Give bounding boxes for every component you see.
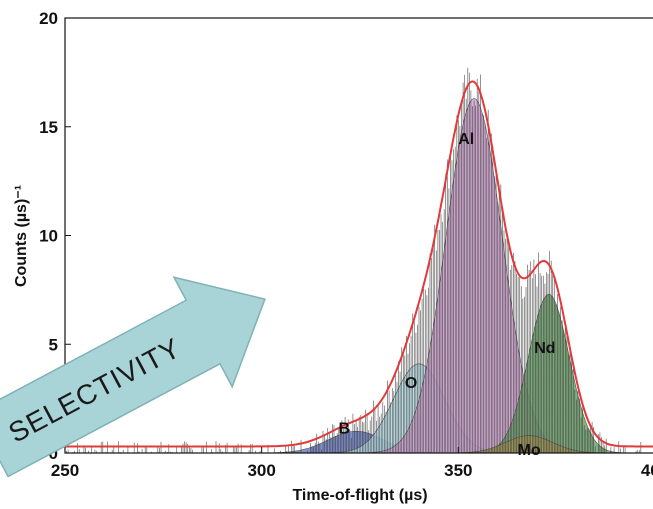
x-tick-label: 250	[51, 461, 79, 480]
selectivity-arrow-shape	[0, 276, 266, 478]
peak-label-o: O	[405, 375, 417, 392]
y-tick-label: 15	[39, 118, 58, 137]
raw-data-bars	[66, 67, 642, 453]
y-tick-label: 0	[49, 444, 58, 463]
peak-label-al: Al	[458, 131, 474, 148]
peak-label-b: B	[338, 420, 350, 437]
raw-data-series	[66, 67, 642, 453]
y-tick-label: 10	[39, 227, 58, 246]
x-tick-label: 300	[247, 461, 275, 480]
fit-curve	[65, 80, 653, 448]
axis-ticks	[64, 17, 459, 454]
y-tick-label: 5	[49, 335, 58, 354]
x-tick-label: 350	[444, 461, 472, 480]
x-tick-labels: 250 300 350 400	[51, 461, 653, 480]
y-axis-title: Counts (µs)⁻¹	[13, 185, 30, 287]
y-tick-labels: 0 5 10 15 20	[39, 9, 58, 463]
peak-label-nd: Nd	[534, 340, 555, 357]
x-axis-title: Time-of-flight (µs)	[292, 487, 427, 504]
peak-label-mo: Mo	[518, 442, 541, 459]
peak-labels: B O Al Nd Mo	[338, 131, 555, 459]
x-tick-label: 400	[641, 461, 653, 480]
y-tick-label: 20	[39, 9, 58, 28]
